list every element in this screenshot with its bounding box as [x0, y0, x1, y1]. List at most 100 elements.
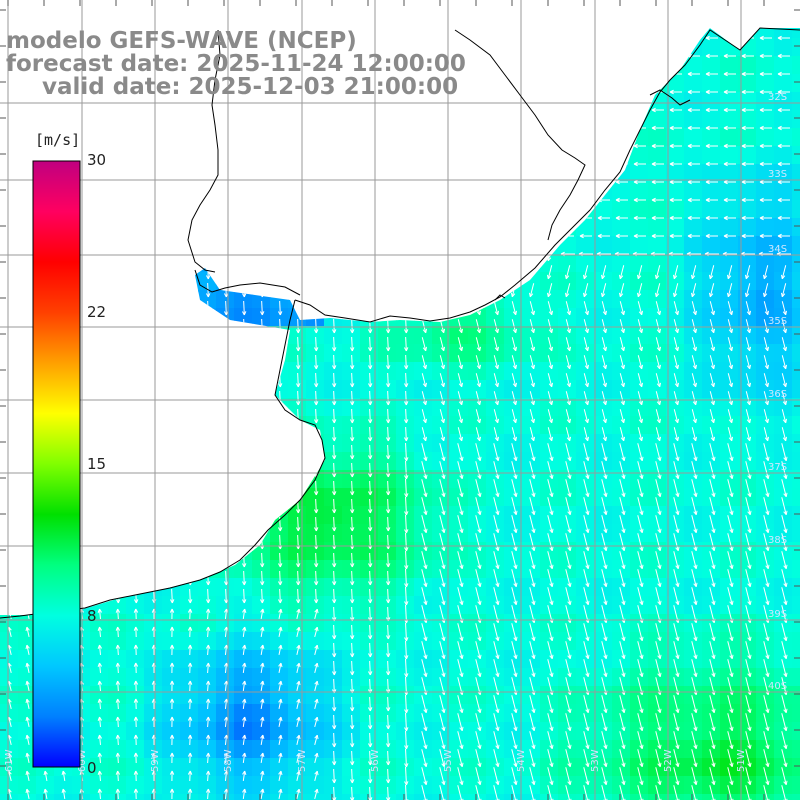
- wind-arrow: [241, 264, 247, 280]
- sea-cell: [630, 578, 649, 597]
- sea-cell: [468, 704, 487, 723]
- sea-cell: [414, 740, 433, 759]
- sea-cell: [126, 686, 145, 705]
- sea-cell: [720, 272, 739, 291]
- sea-cell: [702, 560, 721, 579]
- sea-cell: [630, 182, 649, 201]
- sea-cell: [594, 632, 613, 651]
- sea-cell: [108, 596, 127, 615]
- sea-cell: [612, 488, 631, 507]
- sea-cell: [360, 254, 379, 273]
- sea-cell: [702, 524, 721, 543]
- wind-arrow: [277, 264, 283, 280]
- wind-arrow: [457, 355, 464, 370]
- wind-arrow: [669, 53, 682, 59]
- sea-cell: [738, 74, 757, 93]
- sea-cell: [702, 290, 721, 309]
- sea-cell: [18, 632, 37, 651]
- sea-cell: [522, 416, 541, 435]
- sea-cell: [18, 686, 37, 705]
- sea-cell: [234, 218, 253, 237]
- wind-arrow: [205, 318, 211, 334]
- sea-cell: [342, 272, 361, 291]
- sea-cell: [558, 524, 577, 543]
- sea-cell: [738, 452, 757, 471]
- wind-arrow: [385, 210, 391, 226]
- sea-cell: [198, 398, 217, 417]
- wind-arrow: [690, 265, 697, 280]
- wind-arrow: [421, 391, 428, 406]
- sea-cell: [522, 182, 541, 201]
- wind-arrow: [723, 71, 736, 77]
- wind-arrow: [528, 85, 535, 100]
- wind-arrow: [597, 35, 610, 41]
- wind-arrow: [633, 215, 646, 221]
- sea-cell: [738, 56, 757, 75]
- wind-arrow: [637, 355, 644, 370]
- sea-cell: [324, 326, 343, 345]
- sea-cell: [558, 470, 577, 489]
- sea-cell: [324, 254, 343, 273]
- sea-cell: [378, 146, 397, 165]
- sea-cell: [108, 758, 127, 777]
- wind-arrow: [133, 228, 139, 244]
- sea-cell: [198, 362, 217, 381]
- sea-cell: [378, 596, 397, 615]
- sea-cell: [0, 506, 19, 525]
- sea-cell: [702, 362, 721, 381]
- sea-cell: [162, 290, 181, 309]
- sea-cell: [738, 776, 757, 795]
- sea-cell: [468, 470, 487, 489]
- sea-cell: [414, 452, 433, 471]
- sea-cell: [648, 236, 667, 255]
- sea-cell: [612, 182, 631, 201]
- sea-cell: [774, 272, 793, 291]
- lon-label: 52W: [663, 749, 674, 772]
- sea-cell: [504, 776, 523, 795]
- sea-cell: [558, 308, 577, 327]
- sea-cell: [504, 470, 523, 489]
- wind-arrow: [561, 71, 574, 77]
- sea-cell: [450, 218, 469, 237]
- sea-cell: [216, 776, 235, 795]
- wind-arrow: [205, 516, 211, 532]
- sea-cell: [306, 218, 325, 237]
- sea-cell: [522, 362, 541, 381]
- sea-cell: [306, 308, 325, 327]
- wind-arrow: [7, 174, 13, 190]
- sea-cell: [756, 362, 775, 381]
- sea-cell: [720, 776, 739, 795]
- wind-arrow: [25, 588, 31, 604]
- wind-arrow: [510, 211, 517, 226]
- sea-cell: [0, 290, 19, 309]
- sea-cell: [558, 704, 577, 723]
- sea-cell: [288, 254, 307, 273]
- sea-cell: [414, 218, 433, 237]
- wind-arrow: [169, 120, 175, 136]
- sea-cell: [450, 794, 469, 800]
- sea-cell: [774, 434, 793, 453]
- wind-arrow: [687, 125, 700, 131]
- sea-cell: [504, 632, 523, 651]
- sea-cell: [288, 560, 307, 579]
- sea-cell: [126, 776, 145, 795]
- sea-cell: [684, 362, 703, 381]
- wind-arrow: [619, 337, 626, 352]
- wind-arrow: [97, 264, 103, 280]
- wind-arrow: [169, 192, 175, 208]
- sea-cell: [360, 776, 379, 795]
- sea-cell: [162, 326, 181, 345]
- sea-cell: [774, 578, 793, 597]
- sea-cell: [468, 344, 487, 363]
- wind-arrow: [709, 355, 716, 370]
- sea-cell: [702, 92, 721, 111]
- wind-arrow: [187, 480, 193, 496]
- sea-cell: [180, 596, 199, 615]
- wind-arrow: [597, 161, 610, 167]
- wind-arrow: [367, 210, 373, 226]
- sea-cell: [198, 452, 217, 471]
- sea-cell: [630, 56, 649, 75]
- sea-cell: [378, 650, 397, 669]
- wind-arrow: [474, 103, 481, 118]
- wind-arrow: [205, 390, 211, 406]
